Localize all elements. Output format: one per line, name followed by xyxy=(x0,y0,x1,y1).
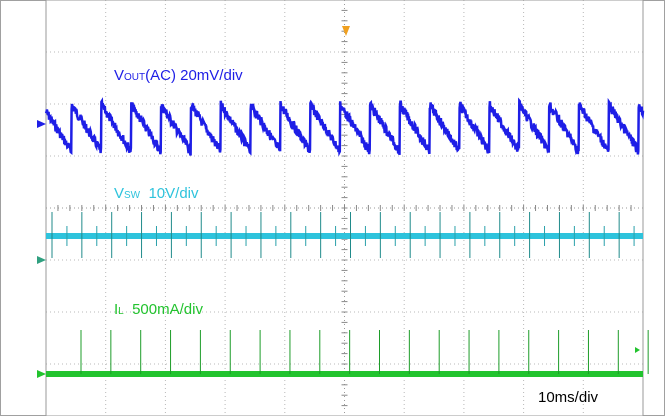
il-trace xyxy=(46,371,643,377)
vsw-label-sub: SW xyxy=(124,190,141,201)
channel-markers xyxy=(37,26,640,378)
vsw-label-main: V xyxy=(114,185,124,202)
timebase-label: 10ms/div xyxy=(538,389,599,406)
ch1-ground-marker xyxy=(37,120,46,128)
vout-trace xyxy=(44,97,645,157)
graticule xyxy=(45,0,644,416)
vout-label-rest: (AC) 20mV/div xyxy=(145,67,243,84)
screen-border xyxy=(45,0,644,416)
vsw-label: VSW 10V/div xyxy=(114,185,199,202)
trigger-position-marker xyxy=(342,26,350,36)
vout-label: VOUT(AC) 20mV/div xyxy=(114,67,243,84)
vsw-trace xyxy=(46,233,643,239)
il-label-main: I xyxy=(114,301,118,318)
il-label-sub: L xyxy=(118,306,124,317)
waveforms xyxy=(44,97,649,377)
il-label: IL 500mA/div xyxy=(114,301,203,318)
il-label-rest: 500mA/div xyxy=(124,301,204,318)
trigger-level-marker xyxy=(635,347,640,353)
ch3-ground-marker xyxy=(37,370,46,378)
ch2-ground-marker xyxy=(37,256,46,264)
vsw-label-rest: 10V/div xyxy=(140,185,199,202)
vout-label-sub: OUT xyxy=(124,72,145,83)
vout-label-main: V xyxy=(114,67,124,84)
